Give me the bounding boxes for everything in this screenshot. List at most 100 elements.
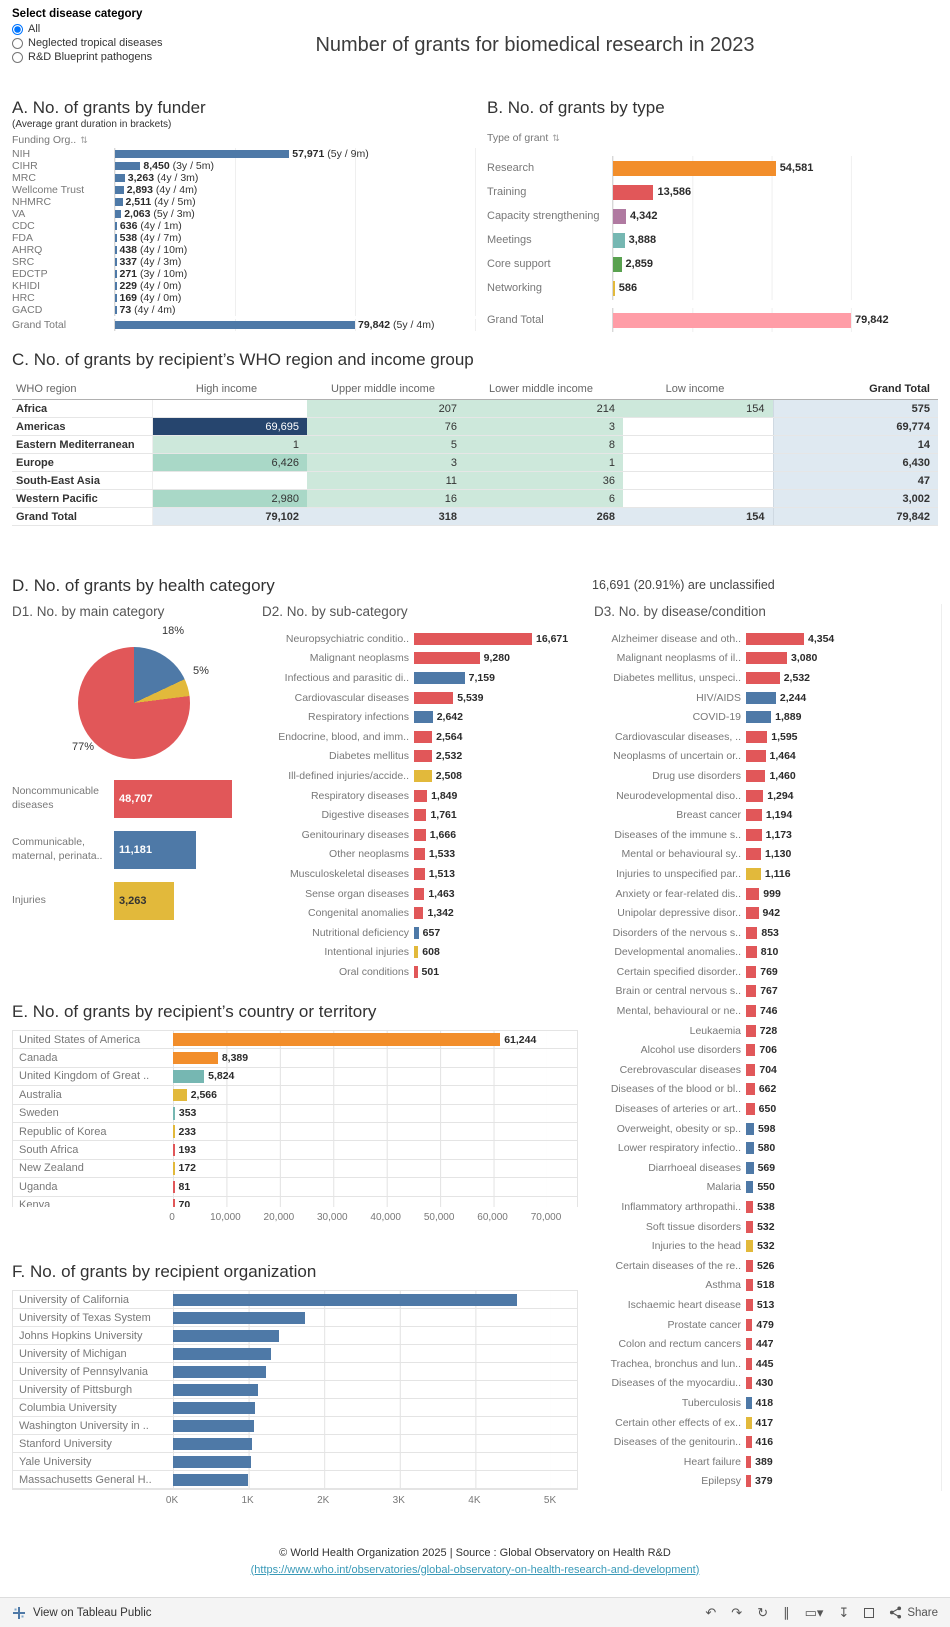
country-row-bar[interactable]: [173, 1051, 218, 1065]
table-cell[interactable]: 16: [307, 489, 465, 508]
table-cell[interactable]: 214: [465, 399, 623, 418]
disease-row-bar[interactable]: [746, 1063, 756, 1076]
organization-row-bar[interactable]: [173, 1293, 517, 1306]
sub-category-row-bar[interactable]: [414, 632, 532, 645]
disease-row-bar[interactable]: [746, 1122, 754, 1135]
funder-bar[interactable]: [115, 150, 290, 158]
toolbar-left[interactable]: View on Tableau Public: [12, 1606, 152, 1620]
grant-type-bar[interactable]: [613, 160, 776, 176]
organization-row-bar[interactable]: [173, 1419, 254, 1432]
country-row-bar[interactable]: [173, 1125, 175, 1138]
disease-row-bar[interactable]: [746, 652, 788, 665]
sub-category-row-bar[interactable]: [414, 730, 433, 743]
main-category-bar[interactable]: 3,263: [114, 882, 175, 920]
funder-bar[interactable]: [115, 270, 117, 278]
disease-row-bar[interactable]: [746, 1279, 753, 1292]
table-row-total[interactable]: 6,430: [772, 453, 938, 472]
table-cell[interactable]: [152, 471, 307, 490]
sort-icon[interactable]: ⇅: [552, 132, 560, 143]
disease-row-bar[interactable]: [746, 907, 759, 920]
main-category-bar[interactable]: 11,181: [114, 831, 196, 869]
disease-row-bar[interactable]: [746, 1338, 752, 1351]
table-cell[interactable]: 207: [307, 399, 465, 418]
disease-row-bar[interactable]: [746, 848, 762, 861]
disease-row-bar[interactable]: [746, 1416, 752, 1429]
funder-bar[interactable]: [115, 246, 117, 254]
table-cell[interactable]: 5: [307, 435, 465, 454]
disease-row-bar[interactable]: [746, 828, 762, 841]
disease-row-bar[interactable]: [746, 632, 804, 645]
sub-category-row-bar[interactable]: [414, 946, 419, 959]
table-row-total[interactable]: 79,842: [772, 507, 938, 526]
disease-row-bar[interactable]: [746, 985, 757, 998]
filter-option-0[interactable]: All: [12, 23, 163, 35]
fullscreen-icon[interactable]: [864, 1607, 875, 1618]
sub-category-row-bar[interactable]: [414, 789, 428, 802]
disease-row-bar[interactable]: [746, 1298, 753, 1311]
table-cell[interactable]: 1: [152, 435, 307, 454]
funder-bar[interactable]: [115, 198, 123, 206]
disease-row-bar[interactable]: [746, 965, 757, 978]
funder-bar[interactable]: [115, 321, 355, 329]
disease-row-bar[interactable]: [746, 926, 758, 939]
share-button[interactable]: Share: [889, 1606, 938, 1619]
table-cell[interactable]: 318: [307, 507, 465, 526]
table-cell[interactable]: [623, 489, 773, 508]
funder-bar[interactable]: [115, 210, 122, 218]
footer-source-link[interactable]: (https://www.who.int/observatories/globa…: [250, 1563, 700, 1576]
table-cell[interactable]: 8: [465, 435, 623, 454]
main-category-bar[interactable]: 48,707: [114, 780, 232, 818]
sub-category-row-bar[interactable]: [414, 965, 418, 978]
organization-row-bar[interactable]: [173, 1311, 306, 1324]
disease-row-bar[interactable]: [746, 730, 768, 743]
replay-icon[interactable]: ↻: [757, 1605, 769, 1620]
country-row-bar[interactable]: [173, 1107, 175, 1120]
disease-row-bar[interactable]: [746, 1240, 754, 1253]
redo-icon[interactable]: ↷: [731, 1605, 743, 1620]
disease-row-bar[interactable]: [746, 1142, 754, 1155]
organization-row-bar[interactable]: [173, 1437, 253, 1450]
disease-row-bar[interactable]: [746, 1357, 752, 1370]
undo-icon[interactable]: ↶: [705, 1605, 717, 1620]
funder-bar[interactable]: [115, 186, 124, 194]
country-row-bar[interactable]: [173, 1162, 175, 1175]
disease-row-bar[interactable]: [746, 1181, 754, 1194]
table-cell[interactable]: [623, 471, 773, 490]
disease-row-bar[interactable]: [746, 789, 764, 802]
country-row-bar[interactable]: [173, 1070, 205, 1083]
filter-option-1[interactable]: Neglected tropical diseases: [12, 37, 163, 49]
disease-row-bar[interactable]: [746, 1318, 753, 1331]
sub-category-row-bar[interactable]: [414, 750, 432, 763]
disease-row-bar[interactable]: [746, 1475, 752, 1488]
disease-row-bar[interactable]: [746, 671, 780, 684]
disease-row-bar[interactable]: [746, 1201, 754, 1214]
organization-row-bar[interactable]: [173, 1383, 259, 1396]
funder-bar[interactable]: [115, 162, 141, 170]
table-cell[interactable]: 36: [465, 471, 623, 490]
filter-option-2[interactable]: R&D Blueprint pathogens: [12, 51, 163, 63]
pause-icon[interactable]: ∥: [783, 1605, 790, 1620]
table-cell[interactable]: [623, 453, 773, 472]
disease-row-bar[interactable]: [746, 750, 766, 763]
sub-category-row-bar[interactable]: [414, 926, 419, 939]
table-cell[interactable]: 3: [307, 453, 465, 472]
table-cell[interactable]: 268: [465, 507, 623, 526]
organization-row-bar[interactable]: [173, 1347, 272, 1360]
country-row-bar[interactable]: [173, 1088, 187, 1102]
disease-row-bar[interactable]: [746, 769, 766, 782]
disease-row-bar[interactable]: [746, 867, 761, 880]
table-cell[interactable]: 76: [307, 417, 465, 436]
disease-row-bar[interactable]: [746, 809, 762, 822]
main-category-pie[interactable]: [78, 647, 190, 759]
funder-bar[interactable]: [115, 282, 117, 290]
disease-row-bar[interactable]: [746, 1220, 754, 1233]
table-cell[interactable]: 6,426: [152, 453, 307, 472]
sub-category-row-bar[interactable]: [414, 691, 454, 704]
organization-row-bar[interactable]: [173, 1455, 251, 1468]
table-row-total[interactable]: 14: [772, 435, 938, 454]
organization-row-bar[interactable]: [173, 1365, 266, 1378]
grant-type-bar[interactable]: [613, 208, 626, 224]
sub-category-row-bar[interactable]: [414, 671, 465, 684]
table-cell[interactable]: 2,980: [152, 489, 307, 508]
disease-row-bar[interactable]: [746, 1455, 752, 1468]
